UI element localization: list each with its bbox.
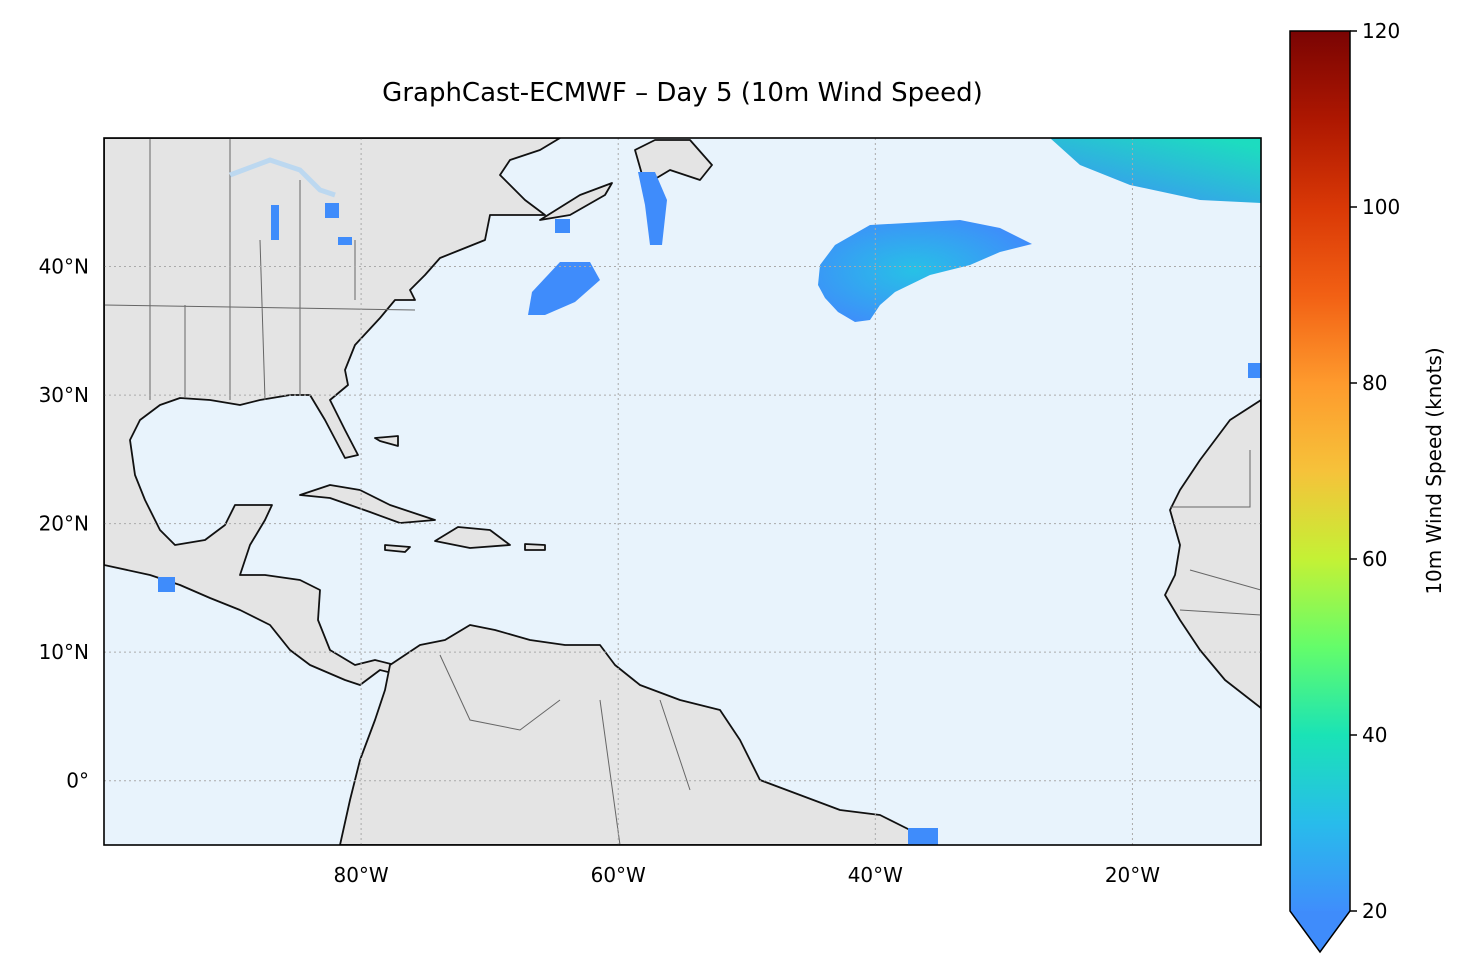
colorbar-tick-label: 40 xyxy=(1362,723,1387,747)
wind-region-central-atlantic xyxy=(818,220,1032,322)
lat-tick-label: 20°N xyxy=(39,512,89,536)
borders xyxy=(104,138,1261,845)
wind-region-newfoundland-strip xyxy=(638,172,667,245)
lon-tick-label: 40°W xyxy=(848,863,903,887)
south-america xyxy=(339,624,931,845)
colorbar-gradient xyxy=(1290,31,1350,911)
wind-patch xyxy=(338,237,352,245)
wind-patch xyxy=(158,577,175,592)
colorbar-tick-label: 20 xyxy=(1362,899,1387,923)
lon-tick-label: 20°W xyxy=(1105,863,1160,887)
colorbar-ticks: 20 40 60 80 100 120 xyxy=(1350,19,1400,923)
cuba xyxy=(299,484,436,524)
wind-field xyxy=(158,138,1261,845)
colorbar-label: 10m Wind Speed (knots) xyxy=(1422,347,1446,595)
nova-scotia xyxy=(539,182,613,221)
lat-tick-label: 0° xyxy=(66,769,89,793)
wind-patch xyxy=(325,203,339,218)
axes-frame xyxy=(103,137,1262,846)
africa xyxy=(1164,399,1261,709)
hispaniola xyxy=(434,526,511,549)
wind-region-northeast-atlantic xyxy=(1050,138,1261,203)
colorbar-tick-label: 120 xyxy=(1362,19,1400,43)
lat-tick-label: 40°N xyxy=(39,255,89,279)
colorbar-tick-label: 80 xyxy=(1362,371,1387,395)
colorbar: 20 40 60 80 100 120 xyxy=(1289,19,1400,954)
wind-patch xyxy=(555,219,570,233)
lon-tick-label: 60°W xyxy=(591,863,646,887)
wind-patch xyxy=(1248,363,1261,378)
colorbar-tick-label: 60 xyxy=(1362,547,1387,571)
north-central-america xyxy=(104,138,561,686)
florida-keys-bahamas xyxy=(374,435,399,447)
border-lines xyxy=(104,138,1261,845)
map-axes xyxy=(104,138,1261,845)
wind-patch xyxy=(271,205,279,240)
lat-tick-label: 30°N xyxy=(39,383,89,407)
tick-labels: 80°W 60°W 40°W 20°W 0° 10°N 20°N 30°N 40°N xyxy=(39,255,1161,887)
wind-region-off-nova-scotia xyxy=(528,262,600,315)
lat-tick-label: 10°N xyxy=(39,640,89,664)
colorbar-tick-label: 100 xyxy=(1362,195,1400,219)
chart-title: GraphCast-ECMWF – Day 5 (10m Wind Speed) xyxy=(382,78,983,108)
wind-patch xyxy=(908,828,938,845)
colorbar-outline xyxy=(1289,30,1351,954)
land xyxy=(104,138,1261,845)
colorbar-extend-min xyxy=(1290,911,1350,952)
lon-tick-label: 80°W xyxy=(333,863,388,887)
jamaica xyxy=(384,544,411,553)
great-lakes xyxy=(229,157,336,198)
puerto-rico xyxy=(524,543,546,551)
